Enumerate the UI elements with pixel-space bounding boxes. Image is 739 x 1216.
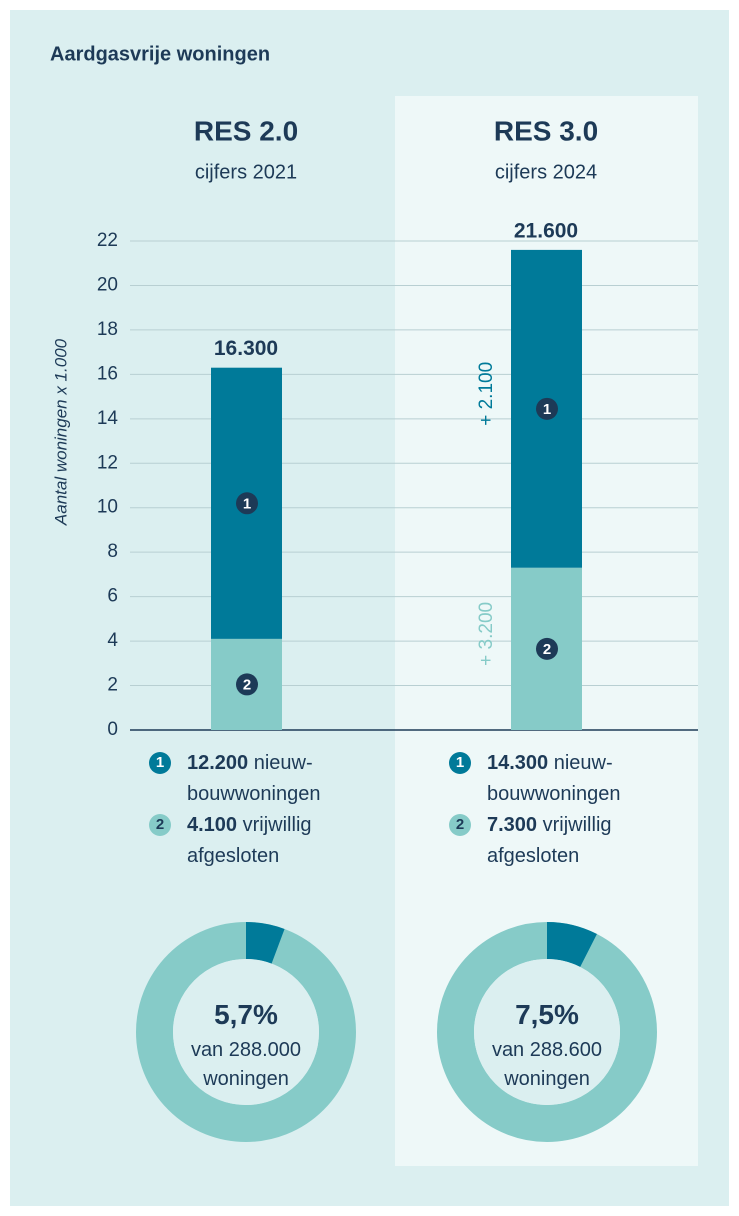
segment-badge-label: 1 (243, 495, 251, 512)
legend: 1 12.200 nieuw-bouwwoningen 2 4.100 vrijwil… (149, 748, 350, 872)
legend-badge: 2 (449, 814, 471, 836)
y-tick-label: 6 (107, 586, 118, 607)
donut-hole (173, 959, 319, 1105)
legend: 1 14.300 nieuw-bouwwoningen 2 7.300 vrijwil… (449, 748, 650, 872)
y-tick-label: 20 (97, 274, 118, 295)
category-title: RES 3.0 (494, 115, 598, 146)
donut-caption: van 288.600 woningen (491, 1039, 603, 1090)
category-subtitle: cijfers 2021 (195, 161, 297, 183)
legend-value: 14.300 (487, 752, 549, 774)
y-tick-label: 22 (97, 230, 118, 251)
y-tick-label: 14 (97, 408, 119, 429)
legend-entry: 1 14.300 nieuw-bouwwoningen (449, 748, 647, 810)
legend-value: 7.300 (487, 814, 538, 836)
donut-caption: van 288.000 woningen (190, 1039, 302, 1090)
legend-name: vrijwillig afgesloten (487, 814, 612, 867)
category-title: RES 2.0 (194, 115, 298, 146)
segment-badge-label: 2 (243, 676, 251, 693)
y-tick-label: 18 (97, 319, 118, 340)
legend-badge: 1 (449, 752, 471, 774)
donut-value: 5,7% (214, 999, 278, 1030)
segment-badge (536, 637, 558, 660)
y-tick-label: 4 (107, 630, 118, 651)
donut-segment (546, 922, 597, 968)
legend-entry: 2 7.300 vrijwillig afgesloten (449, 810, 647, 872)
total-label: 16.300 (214, 337, 278, 360)
total-label: 21.600 (514, 219, 578, 242)
legend-name: nieuw-bouwwoningen (187, 752, 321, 805)
donut-segment (245, 922, 285, 964)
segment-badge-label: 1 (543, 401, 551, 418)
category-subtitle: cijfers 2024 (495, 161, 597, 183)
segment-badge (236, 673, 258, 696)
segment-badge (236, 492, 258, 515)
segment-badge (536, 397, 558, 420)
segment-badge-label: 2 (543, 641, 551, 658)
y-tick-label: 16 (97, 363, 118, 384)
donut-value: 7,5% (515, 999, 579, 1030)
legend-entry: 1 12.200 nieuw-bouwwoningen (149, 748, 347, 810)
donut-hole (474, 959, 620, 1105)
legend-badge: 1 (149, 752, 171, 774)
y-tick-label: 8 (107, 541, 118, 562)
legend-entry: 2 4.100 vrijwillig afgesloten (149, 810, 347, 872)
y-axis-label: Aantal woningen x 1.000 (51, 338, 70, 526)
legend-value: 4.100 (187, 814, 238, 836)
title: Aardgasvrije woningen (50, 43, 270, 65)
y-tick-label: 10 (97, 497, 118, 518)
y-tick-label: 12 (97, 452, 118, 473)
annotation: + 2.100 (476, 362, 497, 426)
y-tick-label: 0 (107, 719, 118, 740)
y-tick-label: 2 (107, 675, 118, 696)
legend-name: nieuw-bouwwoningen (487, 752, 621, 805)
legend-badge: 2 (149, 814, 171, 836)
legend-name: vrijwillig afgesloten (187, 814, 312, 867)
legend-value: 12.200 (187, 752, 249, 774)
annotation: + 3.200 (476, 602, 497, 666)
